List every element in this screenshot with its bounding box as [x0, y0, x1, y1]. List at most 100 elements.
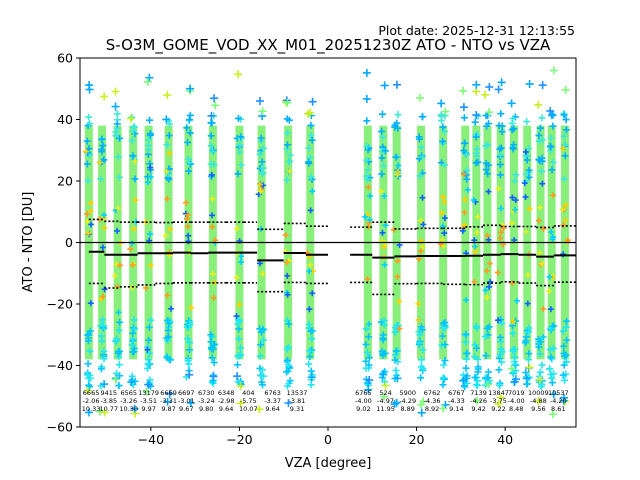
scatter-point [114, 227, 121, 234]
scatter-point [497, 144, 505, 152]
annotation-count: 524 [379, 389, 391, 397]
scatter-point [472, 87, 481, 96]
scatter-point [562, 323, 570, 331]
scatter-point [256, 352, 264, 360]
scatter-point [420, 221, 427, 228]
scatter-point [441, 198, 448, 205]
scatter-point [284, 361, 292, 369]
scatter-point [538, 167, 546, 175]
annotation-count: 7019 [508, 389, 525, 397]
scatter-point [379, 229, 386, 236]
scatter-point [236, 301, 243, 308]
scatter-point [379, 392, 388, 401]
scatter-point [461, 209, 468, 216]
scatter-point [462, 338, 470, 346]
scatter-point [459, 86, 468, 95]
scatter-point [540, 305, 547, 312]
y-tick-label: −60 [47, 420, 73, 435]
scatter-point [84, 360, 92, 368]
scatter-point [111, 87, 120, 96]
scatter-point [496, 171, 504, 179]
scatter-point [145, 73, 154, 82]
scatter-point [147, 164, 154, 171]
scatter-point [146, 349, 154, 357]
y-tick-label: 40 [57, 112, 73, 127]
scatter-point [236, 344, 244, 352]
scatter-point [115, 326, 123, 334]
scatter-point [418, 113, 426, 121]
scatter-point [463, 296, 470, 303]
scatter-point [484, 232, 491, 239]
scatter-point [238, 258, 245, 265]
scatter-point [548, 410, 557, 419]
scatter-point [184, 155, 192, 163]
scatter-point [379, 133, 387, 141]
annotation-std: 9.67 [179, 405, 193, 413]
scatter-point [84, 211, 91, 218]
std-upper-line [88, 218, 328, 231]
scatter-point [439, 332, 447, 340]
scatter-point [210, 94, 219, 103]
scatter-point [115, 309, 122, 316]
scatter-point [286, 168, 293, 175]
scatter-point [116, 262, 123, 269]
scatter-point [525, 350, 533, 358]
scatter-point [305, 158, 313, 166]
scatter-point [534, 397, 543, 406]
scatter-point [185, 370, 194, 379]
scatter-point [186, 84, 195, 93]
scatter-point [210, 294, 217, 301]
scatter-point [392, 398, 401, 407]
scatter-point [439, 123, 447, 131]
annotation-count: 13537 [287, 389, 308, 397]
scatter-point [164, 195, 171, 202]
scatter-point [165, 319, 173, 327]
scatter-point [482, 166, 490, 174]
scatter-point [495, 185, 502, 192]
scatter-point [495, 366, 503, 374]
annotation-count: 6697 [178, 389, 195, 397]
scatter-point [482, 142, 490, 150]
scatter-point [283, 317, 291, 325]
scatter-point [496, 333, 504, 341]
scatter-point [539, 260, 546, 267]
scatter-point [97, 175, 105, 183]
scatter-point [546, 273, 553, 280]
scatter-point [309, 290, 316, 297]
annotation-std: 8.92 [425, 405, 439, 413]
scatter-point [129, 240, 136, 247]
annotation-count: 6763 [264, 389, 281, 397]
scatter-point [98, 135, 106, 143]
scatter-point [364, 276, 371, 283]
scatter-point [259, 270, 266, 277]
annotation-mean: -3.81 [289, 397, 306, 405]
scatter-point [378, 154, 386, 162]
scatter-point [84, 218, 91, 225]
scatter-point [186, 129, 194, 137]
scatter-point [233, 225, 240, 232]
scatter-point [257, 134, 265, 142]
scatter-point [307, 373, 316, 382]
scatter-point [86, 327, 94, 335]
annotation-count: 6767 [448, 389, 465, 397]
scatter-point [283, 141, 291, 149]
scatter-point [259, 326, 267, 334]
scatter-point [481, 90, 490, 99]
scatter-point [233, 313, 240, 320]
scatter-point [513, 297, 520, 304]
scatter-point [540, 333, 547, 340]
scatter-point [561, 85, 570, 94]
scatter-point [538, 114, 546, 122]
scatter-point [440, 361, 448, 369]
scatter-point [471, 341, 479, 349]
scatter-point [183, 215, 190, 222]
annotation-mean: -4.00 [508, 397, 525, 405]
scatter-point [100, 322, 108, 330]
annotation-mean: -4.00 [355, 397, 372, 405]
scatter-point [307, 131, 315, 139]
scatter-point [417, 248, 424, 255]
scatter-point [363, 142, 371, 150]
scatter-point [307, 121, 315, 129]
annotation-std: 10.33 [82, 405, 101, 413]
scatter-point [512, 361, 520, 369]
